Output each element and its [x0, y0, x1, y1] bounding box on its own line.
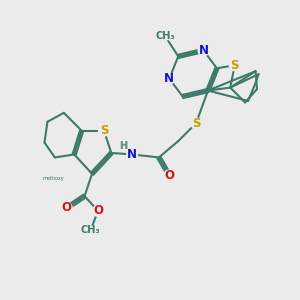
- Text: S: S: [192, 117, 200, 130]
- Circle shape: [230, 60, 240, 70]
- Circle shape: [164, 73, 175, 84]
- Text: O: O: [164, 169, 174, 182]
- Circle shape: [99, 125, 109, 136]
- FancyBboxPatch shape: [80, 226, 101, 235]
- Text: methoxy: methoxy: [43, 176, 64, 181]
- Circle shape: [164, 170, 175, 181]
- Text: H: H: [119, 141, 127, 151]
- Text: H: H: [119, 141, 127, 151]
- Text: N: N: [164, 72, 174, 85]
- Text: N: N: [199, 44, 208, 57]
- Circle shape: [191, 118, 201, 129]
- Circle shape: [93, 206, 103, 216]
- Text: CH₃: CH₃: [81, 225, 100, 235]
- Text: S: S: [100, 124, 108, 137]
- Text: O: O: [62, 202, 72, 214]
- Circle shape: [127, 149, 137, 160]
- Text: O: O: [93, 204, 103, 218]
- Circle shape: [61, 202, 72, 213]
- Text: S: S: [230, 59, 239, 72]
- FancyBboxPatch shape: [155, 31, 175, 40]
- Circle shape: [198, 45, 209, 56]
- Text: N: N: [127, 148, 137, 161]
- Circle shape: [119, 142, 128, 150]
- FancyBboxPatch shape: [42, 174, 65, 183]
- Text: CH₃: CH₃: [155, 31, 175, 40]
